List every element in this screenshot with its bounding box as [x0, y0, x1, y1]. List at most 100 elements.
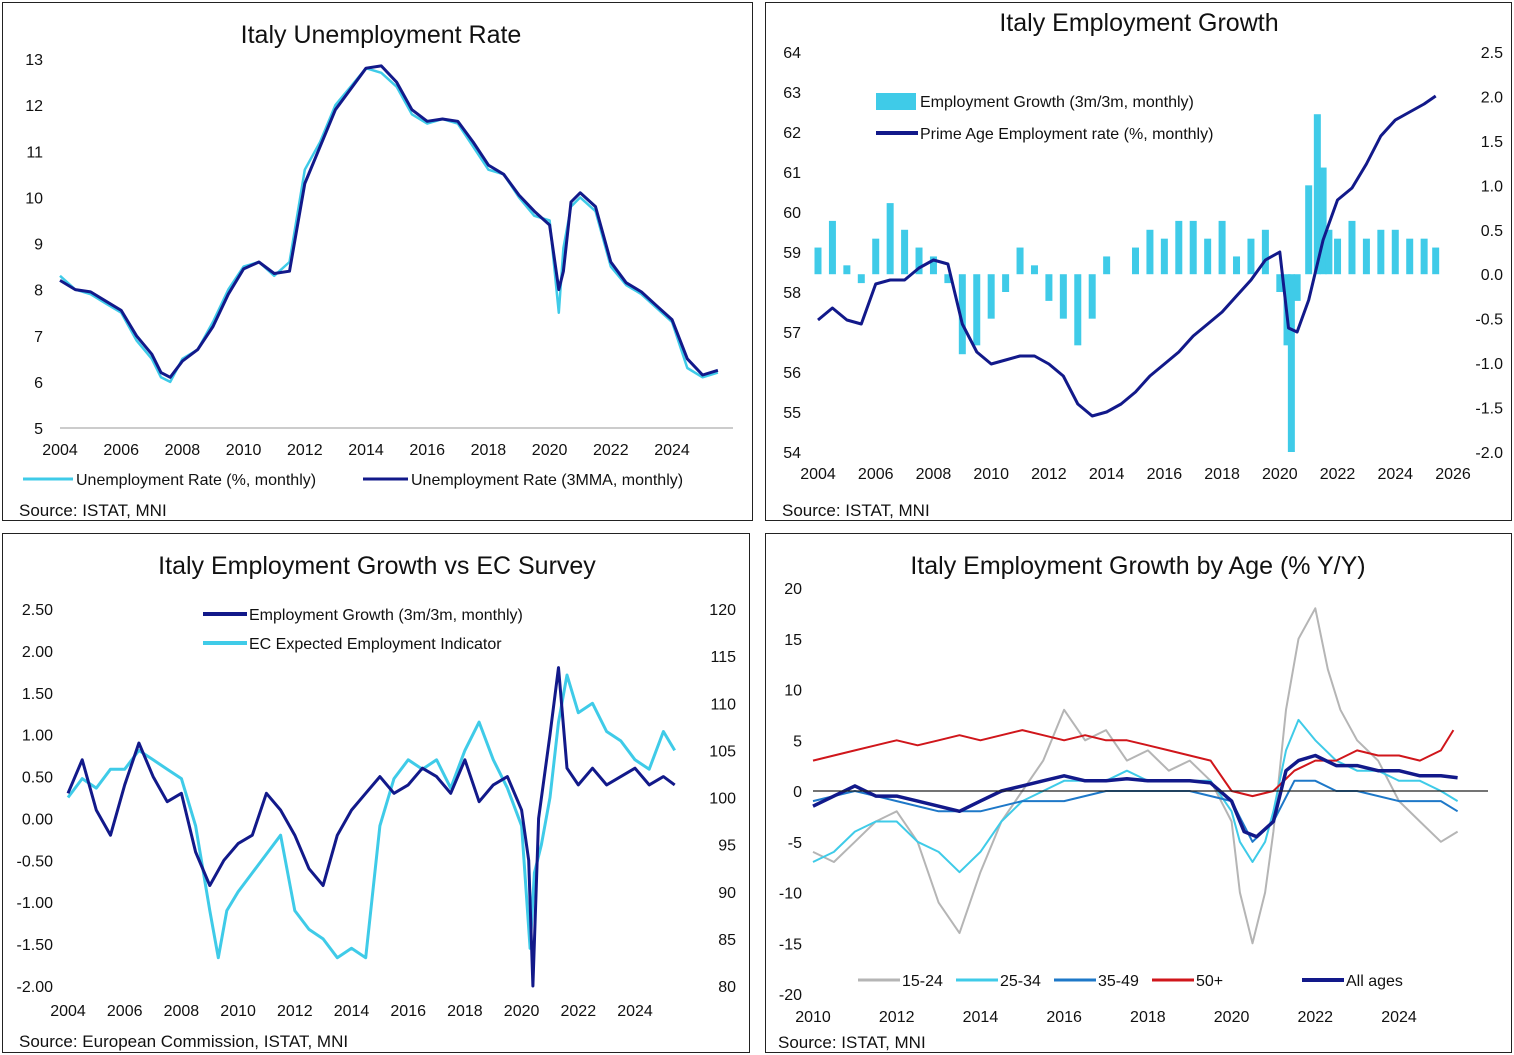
by-age-chart: Italy Employment Growth by Age (% Y/Y) -…: [778, 552, 1488, 1052]
bar-employment-growth: [1305, 185, 1313, 275]
legend-all-ages: All ages: [1346, 973, 1403, 990]
legend-ec: EC Expected Employment Indicator: [249, 636, 502, 653]
employment-growth-chart-panel: Italy Employment Growth 54 55 56 57 58 59 60 61…: [765, 2, 1512, 521]
legend-swatch-growth: [876, 93, 916, 110]
x-tick-label: 2024: [654, 442, 690, 459]
y-left-tick-label: 58: [783, 285, 801, 302]
legend-3mma: Unemployment Rate (3MMA, monthly): [411, 472, 683, 489]
series-50plus: [812, 729, 1455, 798]
y-left-tick-label: 59: [783, 245, 801, 262]
y-left-tick-label: 62: [783, 125, 801, 142]
y-left-tick-label: -2.00: [17, 979, 54, 996]
y-tick-label: -15: [779, 936, 802, 953]
x-tick-label: 2024: [1381, 1009, 1417, 1026]
x-tick-label: 2016: [409, 442, 445, 459]
x-tick-label: 2012: [287, 442, 323, 459]
y-right-tick-label: 1.5: [1481, 134, 1503, 151]
y-right-tick-label: -1.0: [1475, 356, 1503, 373]
y-left-tick-label: 1.00: [22, 728, 53, 745]
bar-employment-growth: [1030, 265, 1038, 275]
chart-title: Italy Employment Growth vs EC Survey: [158, 552, 596, 580]
unemployment-chart: Italy Unemployment Rate 5 6 7 8 9 10 11 12 13 200…: [19, 21, 733, 520]
x-tick-label: 2024: [617, 1003, 653, 1020]
y-tick-label: 9: [34, 237, 43, 254]
source-note: Source: ISTAT, MNI: [778, 1033, 926, 1052]
y-left-tick-label: 57: [783, 325, 801, 342]
x-tick-label: 2014: [334, 1003, 370, 1020]
chart-title: Italy Unemployment Rate: [241, 21, 522, 49]
bar-employment-growth: [1391, 229, 1399, 275]
x-tick-label: 2022: [1297, 1009, 1333, 1026]
y-tick-label: 5: [793, 733, 802, 750]
x-tick-label: 2008: [164, 1003, 200, 1020]
x-tick-label: 2016: [1147, 466, 1183, 483]
x-tick-label: 2012: [1031, 466, 1067, 483]
x-tick-label: 2010: [973, 466, 1009, 483]
x-tick-label: 2014: [348, 442, 384, 459]
bar-employment-growth: [1276, 274, 1284, 292]
bar-employment-growth: [872, 238, 880, 275]
y-right-tick-label: 100: [709, 791, 736, 808]
bar-employment-growth: [973, 274, 981, 346]
x-tick-label: 2010: [795, 1009, 831, 1026]
y-right-tick-label: 85: [718, 932, 736, 949]
x-tick-label: 2006: [858, 466, 894, 483]
bar-employment-growth: [944, 274, 952, 284]
bar-employment-growth: [1420, 238, 1428, 275]
x-tick-label: 2018: [471, 442, 507, 459]
y-tick-label: 8: [34, 283, 43, 300]
legend-50plus: 50+: [1196, 973, 1223, 990]
bar-employment-growth: [915, 247, 923, 275]
y-left-tick-label: 2.00: [22, 644, 53, 661]
x-tick-label: 2022: [593, 442, 629, 459]
bar-employment-growth: [1146, 229, 1154, 275]
y-right-tick-label: 115: [710, 649, 736, 666]
x-tick-label: 2018: [1130, 1009, 1166, 1026]
x-tick-label: 2020: [1214, 1009, 1250, 1026]
chart-title: Italy Employment Growth by Age (% Y/Y): [910, 552, 1365, 580]
employment-growth-chart: Italy Employment Growth 54 55 56 57 58 59 60 61…: [782, 9, 1503, 520]
bar-employment-growth: [1247, 238, 1255, 275]
bar-employment-growth: [1406, 238, 1414, 275]
bar-employment-growth: [1377, 229, 1385, 275]
x-tick-label: 2022: [561, 1003, 597, 1020]
x-tick-label: 2018: [447, 1003, 483, 1020]
bar-employment-growth: [1045, 274, 1053, 301]
bar-employment-growth: [1189, 220, 1197, 275]
by-age-chart-panel: Italy Employment Growth by Age (% Y/Y) -…: [765, 533, 1512, 1053]
y-tick-label: 7: [34, 329, 43, 346]
legend-monthly: Unemployment Rate (%, monthly): [76, 472, 316, 489]
x-tick-label: 2004: [50, 1003, 86, 1020]
y-right-tick-label: 110: [710, 696, 736, 713]
legend-growth: Employment Growth (3m/3m, monthly): [920, 94, 1194, 111]
legend-prime-age: Prime Age Employment rate (%, monthly): [920, 126, 1213, 143]
ec-survey-chart-panel: Italy Employment Growth vs EC Survey -2.…: [2, 533, 750, 1053]
bar-employment-growth: [857, 274, 865, 284]
legend-15-24: 15-24: [902, 973, 943, 990]
y-tick-label: 10: [25, 190, 43, 207]
x-tick-label: 2010: [226, 442, 262, 459]
y-right-tick-label: -2.0: [1475, 445, 1503, 462]
bar-employment-growth: [929, 256, 937, 275]
y-tick-label: 10: [784, 683, 802, 700]
x-tick-label: 2024: [1377, 466, 1413, 483]
x-tick-label: 2006: [103, 442, 139, 459]
bar-employment-growth: [1287, 274, 1295, 452]
series-ec-indicator: [66, 673, 676, 960]
y-right-tick-label: 2.5: [1481, 45, 1503, 62]
y-left-tick-label: 61: [783, 165, 801, 182]
y-tick-label: 12: [25, 98, 43, 115]
y-left-tick-label: 0.50: [22, 770, 53, 787]
bar-employment-growth: [958, 274, 966, 355]
bar-employment-growth: [1233, 256, 1241, 275]
y-left-tick-label: -0.50: [17, 853, 54, 870]
y-left-tick-label: 64: [783, 45, 801, 62]
y-right-tick-label: 90: [718, 885, 736, 902]
y-tick-label: 20: [784, 581, 802, 598]
bar-employment-growth: [1325, 229, 1333, 275]
bar-employment-growth: [1132, 247, 1139, 275]
y-left-tick-label: 2.50: [22, 602, 53, 619]
y-tick-label: 13: [25, 52, 43, 69]
bar-employment-growth: [1103, 256, 1111, 275]
x-tick-label: 2004: [42, 442, 78, 459]
